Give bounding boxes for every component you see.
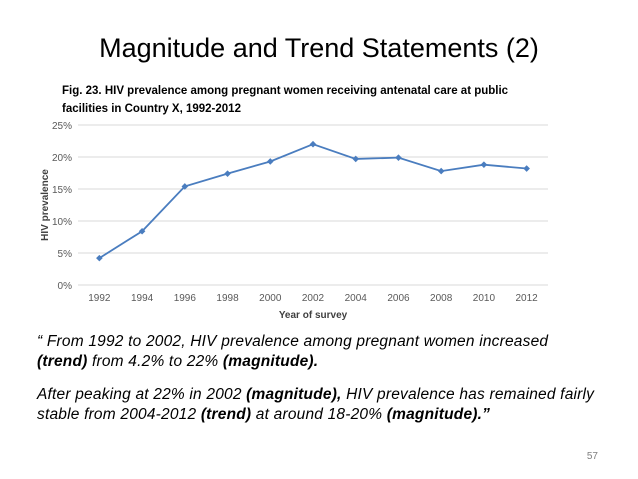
statement-two-text-1: After peaking at 22% in 2002 xyxy=(37,386,247,403)
slide-title: Magnitude and Trend Statements (2) xyxy=(99,33,539,63)
figure-caption-line-2: facilities in Country X, 1992-2012 xyxy=(62,103,241,115)
statement-two-trend: (trend) xyxy=(200,406,252,423)
statement-one-text-2: from 4.2% to 22% xyxy=(87,353,223,370)
x-tick-label: 2004 xyxy=(345,293,368,304)
statement-two-text-2: HIV prevalence has remained fairly stabl… xyxy=(37,386,595,423)
data-point-marker xyxy=(395,154,402,161)
data-point-marker xyxy=(266,158,274,165)
x-tick-label: 1994 xyxy=(131,293,154,304)
x-tick-label: 2008 xyxy=(430,293,453,304)
data-point-marker xyxy=(181,183,189,190)
statement-one-magnitude: (magnitude). xyxy=(222,353,319,370)
x-tick-label: 1998 xyxy=(216,293,239,304)
data-point-marker xyxy=(138,227,146,235)
series-line xyxy=(98,143,527,259)
y-tick-label: 5% xyxy=(58,249,73,260)
page-number: 57 xyxy=(586,451,598,462)
x-tick-label: 2010 xyxy=(473,293,496,304)
y-tick-label: 15% xyxy=(52,185,72,196)
y-tick-label: 25% xyxy=(52,121,72,132)
statement-one-text-1: “ From 1992 to 2002, HIV prevalence amon… xyxy=(37,333,549,350)
x-tick-label: 2012 xyxy=(516,293,539,304)
x-tick-label: 1992 xyxy=(88,293,111,304)
hiv-prevalence-chart: 0% 5% 10% 15% 20% 25% 1992 1994 1996 1998 2000 200… xyxy=(36,113,554,325)
chart-svg: 0% 5% 10% 15% 20% 25% 1992 1994 1996 1998 2000 200… xyxy=(40,121,548,321)
gridlines xyxy=(78,124,548,286)
statement-two-text-3: at around 18-20% xyxy=(251,406,387,423)
x-tick-label: 2002 xyxy=(302,293,325,304)
x-tick-label: 2000 xyxy=(259,293,282,304)
y-axis-label: HIV prevalence xyxy=(40,169,51,241)
statement-two-magnitude-1: (magnitude), xyxy=(246,386,342,403)
data-point-marker xyxy=(309,140,317,148)
x-axis-ticks: 1992 1994 1996 1998 2000 2002 2004 2006 2008 2010… xyxy=(88,293,538,304)
x-axis-label: Year of survey xyxy=(279,310,348,321)
series-layer xyxy=(96,140,530,262)
data-point-marker xyxy=(96,254,103,262)
figure-caption: Fig. 23. HIV prevalence among pregnant w… xyxy=(62,82,562,118)
y-tick-label: 0% xyxy=(58,281,73,292)
y-axis-ticks: 0% 5% 10% 15% 20% 25% xyxy=(52,121,72,292)
y-tick-label: 10% xyxy=(52,217,72,228)
data-point-marker xyxy=(224,170,231,177)
statement-one-trend: (trend) xyxy=(37,353,88,370)
x-tick-label: 1996 xyxy=(174,293,197,304)
x-tick-label: 2006 xyxy=(387,293,410,304)
data-point-marker xyxy=(437,167,445,175)
data-point-marker xyxy=(480,161,488,168)
figure-caption-line-1: Fig. 23. HIV prevalence among pregnant w… xyxy=(62,85,509,97)
statement-two-magnitude-2: (magnitude).” xyxy=(386,406,491,423)
y-tick-label: 20% xyxy=(52,153,72,164)
statement-two: After peaking at 22% in 2002 (magnitude)… xyxy=(37,385,597,425)
data-point-marker xyxy=(523,165,530,172)
statement-one: “ From 1992 to 2002, HIV prevalence amon… xyxy=(37,332,597,372)
